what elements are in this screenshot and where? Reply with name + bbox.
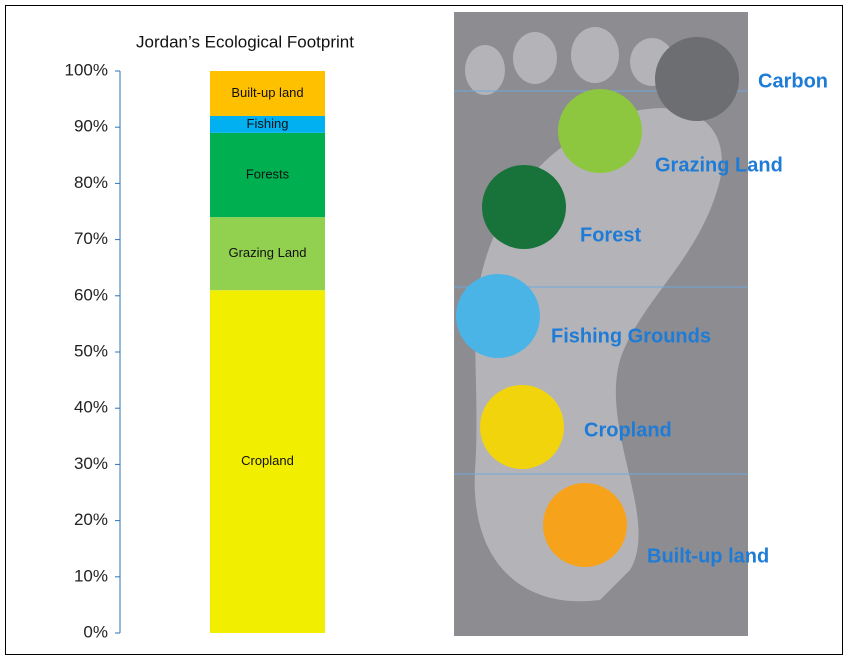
y-tick-label: 80% bbox=[74, 173, 108, 192]
y-tick-label: 20% bbox=[74, 510, 108, 529]
toe bbox=[513, 32, 557, 84]
icon bbox=[543, 483, 627, 567]
chart: Jordan’s Ecological Footprint Carbon Gra… bbox=[0, 0, 849, 660]
icon bbox=[558, 89, 642, 173]
y-tick-label: 60% bbox=[74, 285, 108, 304]
icon bbox=[482, 165, 566, 249]
info-label: Built-up land bbox=[647, 545, 769, 567]
icon bbox=[655, 37, 739, 121]
icon bbox=[480, 385, 564, 469]
toe bbox=[465, 45, 505, 95]
y-tick-label: 30% bbox=[74, 454, 108, 473]
y-tick-label: 50% bbox=[74, 341, 108, 360]
info-label: Grazing Land bbox=[655, 154, 783, 176]
info-label: Fishing Grounds bbox=[551, 325, 711, 347]
segment-label: Forests bbox=[246, 166, 290, 181]
toe bbox=[571, 27, 619, 83]
y-tick-label: 10% bbox=[74, 566, 108, 585]
y-tick-label: 0% bbox=[83, 622, 108, 641]
y-tick-label: 70% bbox=[74, 229, 108, 248]
info-label: Cropland bbox=[584, 419, 672, 441]
chart-title: Jordan’s Ecological Footprint bbox=[136, 32, 354, 51]
y-tick-label: 100% bbox=[65, 60, 108, 79]
info-label: Carbon bbox=[758, 70, 828, 92]
info-label: Forest bbox=[580, 224, 641, 246]
page: Jordan’s Ecological Footprint Carbon Gra… bbox=[0, 0, 849, 660]
segment-label: Cropland bbox=[241, 453, 294, 468]
segment-label: Grazing Land bbox=[228, 245, 306, 260]
segment-label: Fishing bbox=[247, 116, 289, 131]
y-tick-label: 90% bbox=[74, 117, 108, 136]
segment-label: Built-up land bbox=[231, 85, 303, 100]
y-tick-label: 40% bbox=[74, 398, 108, 417]
icon bbox=[456, 274, 540, 358]
